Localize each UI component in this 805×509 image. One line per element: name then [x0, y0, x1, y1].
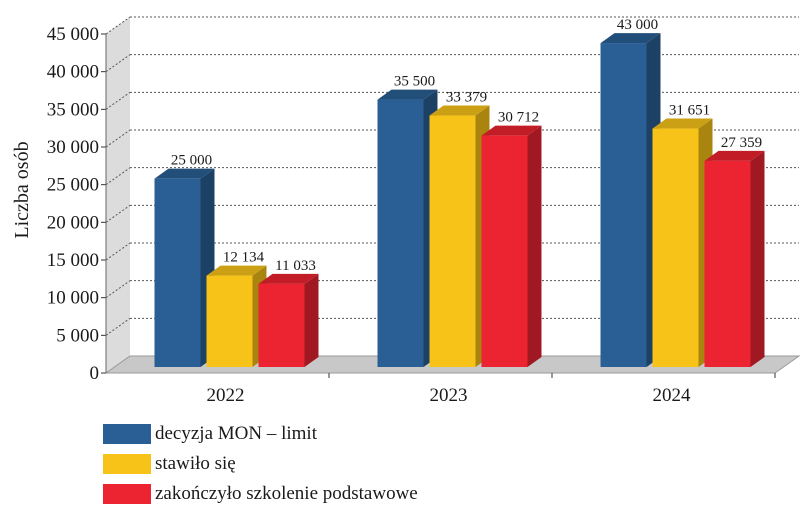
gridline-diagonal	[105, 54, 131, 73]
y-tick-label: 0	[90, 363, 100, 384]
bar	[481, 125, 542, 368]
gridline-diagonal	[105, 204, 131, 223]
legend-label-zakonczylo: zakończyło szkolenie podstawowe	[155, 483, 418, 504]
y-tick-label: 25 000	[47, 175, 99, 196]
bar-top	[154, 168, 215, 179]
x-tick-label: 2022	[207, 385, 245, 406]
bar-side	[527, 125, 542, 368]
data-label: 27 359	[721, 135, 762, 151]
bars	[154, 33, 765, 368]
legend-swatch-zakonczylo	[103, 484, 151, 504]
y-tick-label: 15 000	[47, 250, 99, 271]
x-tick-label: 2024	[653, 385, 692, 406]
bar-front	[652, 128, 699, 367]
bar	[652, 118, 713, 367]
gridline-diagonal	[105, 129, 131, 148]
legend-label-stawilo: stawiło się	[155, 453, 236, 474]
bar	[600, 33, 661, 368]
data-label: 30 712	[498, 110, 539, 126]
gridline-diagonal	[105, 16, 131, 35]
legend: decyzja MON – limit stawiło się zakończy…	[103, 419, 418, 509]
y-axis-ticks: 0 5 000 10 000 15 000 20 000 25 000 30 000 35 0…	[47, 24, 107, 384]
side-wall	[106, 17, 130, 373]
bar-top	[481, 125, 542, 136]
bar	[704, 150, 765, 367]
data-label: 25 000	[171, 153, 212, 169]
y-tick-label: 30 000	[47, 137, 99, 158]
x-axis-categories: 2022 2023 2024	[207, 373, 776, 406]
bar-side	[304, 273, 319, 367]
bar-front	[206, 275, 253, 367]
bar-top	[652, 118, 713, 129]
y-tick-label: 10 000	[47, 288, 99, 309]
y-tick-label: 45 000	[47, 24, 99, 45]
bar-front	[377, 99, 424, 368]
bar-front	[704, 160, 751, 367]
data-label: 43 000	[617, 17, 658, 33]
bar-top	[704, 150, 765, 161]
legend-item-stawilo: stawiło się	[103, 449, 418, 479]
bar-front	[154, 178, 201, 367]
data-label: 11 033	[275, 258, 316, 274]
data-label: 33 379	[446, 90, 487, 106]
bar	[258, 273, 319, 367]
gridline-diagonal	[105, 317, 131, 336]
gridline-diagonal	[105, 242, 131, 261]
chart-walls	[106, 17, 130, 373]
x-tick-label: 2023	[430, 385, 468, 406]
bar-chart: 0 5 000 10 000 15 000 20 000 25 000 30 000 35 0…	[11, 16, 801, 406]
data-label: 35 500	[394, 74, 435, 90]
bar-top	[258, 273, 319, 284]
legend-swatch-limit	[103, 424, 151, 444]
data-labels: 25 000 12 134 11 033 35 500 33 379 30 712 43 0…	[171, 17, 762, 274]
bar	[377, 89, 438, 368]
bar-side	[750, 150, 765, 367]
y-tick-label: 5 000	[56, 325, 99, 346]
bar-top	[429, 105, 490, 116]
y-tick-label: 40 000	[47, 62, 99, 83]
bar-front	[481, 135, 528, 367]
bar-front	[429, 115, 476, 368]
data-label: 12 134	[223, 250, 265, 266]
legend-item-zakonczylo: zakończyło szkolenie podstawowe	[103, 479, 418, 509]
bar-front	[258, 283, 305, 367]
bar-top	[600, 33, 661, 44]
bar	[206, 265, 267, 367]
y-tick-label: 35 000	[47, 99, 99, 120]
data-label: 31 651	[669, 103, 710, 119]
legend-item-limit: decyzja MON – limit	[103, 419, 418, 449]
gridline-diagonal	[105, 280, 131, 299]
bar	[154, 168, 215, 367]
bar-top	[377, 89, 438, 100]
gridline-diagonal	[105, 91, 131, 110]
bar	[429, 105, 490, 368]
gridline-diagonal	[105, 167, 131, 186]
bar-front	[600, 43, 647, 368]
legend-swatch-stawilo	[103, 454, 151, 474]
legend-label-limit: decyzja MON – limit	[155, 423, 317, 444]
bar-top	[206, 265, 267, 276]
y-axis-label: Liczba osób	[11, 141, 33, 238]
y-tick-label: 20 000	[47, 212, 99, 233]
